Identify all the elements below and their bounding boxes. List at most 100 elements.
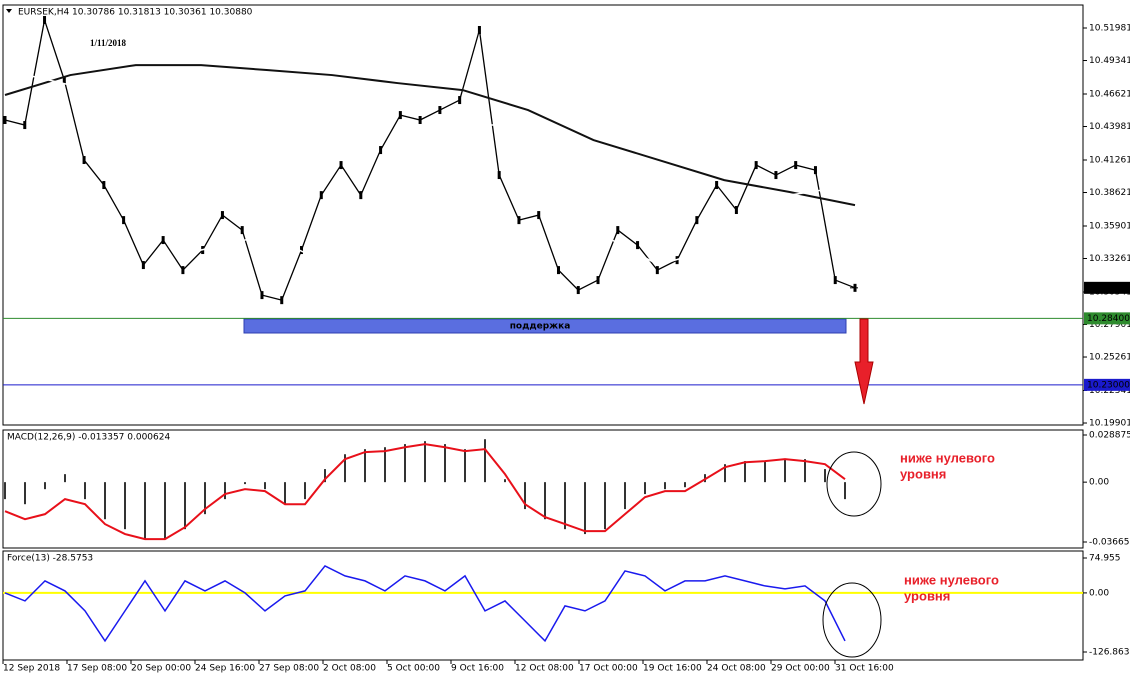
y-tick-label: 10.38621 [1089,188,1130,198]
histogram-bar [384,447,386,483]
price-bar [3,116,7,125]
panel-title: Force(13) -28.5753 [7,554,93,564]
price-bar [774,171,778,180]
price-bar [300,246,304,255]
histogram-bar [824,469,826,483]
indicator-line [4,443,846,541]
indicator-line [4,64,856,207]
price-bar [695,216,699,225]
histogram-bar [244,482,246,485]
x-tick-label: 27 Sep 08:00 [259,664,319,674]
indicator-line [4,69,856,266]
histogram-bar [844,482,846,500]
histogram-bar [784,459,786,483]
price-bar [438,106,442,115]
histogram-bar [284,482,286,505]
price-bar [556,266,560,275]
y-tick-label: 10.22541 [1089,386,1130,396]
panel-title: MACD(12,26,9) -0.013357 0.000624 [7,433,170,443]
price-bar [359,191,363,200]
annotation: ниже нулевого [904,572,999,587]
x-tick-label: 31 Oct 16:00 [835,664,894,674]
panel-frame [2,4,1084,426]
histogram-bar [204,482,206,515]
x-tick-label: 20 Sep 00:00 [131,664,191,674]
histogram-bar [444,444,446,483]
panel-frame [2,550,1084,661]
price-bar [141,261,145,270]
x-tick-label: 9 Oct 16:00 [451,664,504,674]
x-tick-label: 24 Sep 16:00 [195,664,255,674]
y-tick-label: 10.51981 [1089,24,1130,34]
histogram-bar [644,482,646,495]
histogram-bar [64,474,66,483]
y-tick-label: 10.27901 [1089,320,1130,330]
histogram-bar [304,482,306,500]
price-bar [122,216,126,225]
y-tick-label: 10.43981 [1089,122,1130,132]
histogram-bar [564,482,566,530]
histogram-bar [4,482,6,500]
support-label: поддержка [510,322,571,332]
y-tick-label: -126.8635 [1089,647,1130,657]
histogram-bar [624,482,626,510]
price-bar [161,236,165,245]
histogram-bar [24,482,26,505]
indicator-line [4,564,846,643]
price-bar [260,291,264,300]
histogram-bar [504,479,506,483]
x-tick-label: 12 Sep 2018 [3,664,60,674]
price-box-label: 10.28400 [1087,314,1130,324]
price-bar [82,156,86,165]
y-tick-label: 10.19901 [1089,419,1130,429]
price-bar [497,171,501,180]
title-marker [6,9,12,13]
price-box [1084,281,1130,294]
histogram-bar [764,461,766,483]
y-tick-label: 10.49341 [1089,56,1130,66]
histogram-bar [604,482,606,530]
x-tick-label: 17 Sep 08:00 [67,664,127,674]
price-bar [794,161,798,170]
price-bar [477,25,481,34]
y-tick-label: 10.46621 [1089,90,1130,100]
histogram-bar [164,482,166,540]
y-tick-label: -0.036655 [1089,537,1130,547]
histogram-bar [484,439,486,483]
histogram-bar [464,449,466,483]
histogram-bar [344,454,346,483]
histogram-bar [664,482,666,490]
down-arrow [854,318,874,405]
price-bar [616,226,620,235]
price-box [1084,378,1130,391]
y-tick-label: 10.33261 [1089,254,1130,264]
price-bar [102,181,106,190]
price-bar [398,111,402,120]
histogram-bar [744,461,746,483]
histogram-bar [184,482,186,530]
x-tick-label: 17 Oct 00:00 [579,664,638,674]
x-tick-label: 12 Oct 08:00 [515,664,574,674]
y-tick-label: 10.25261 [1089,353,1130,363]
histogram-bar [404,444,406,483]
histogram-bar [104,482,106,520]
histogram-bar [264,482,266,490]
histogram-bar [684,482,686,488]
y-tick-label: 10.41261 [1089,156,1130,166]
price-box-label: 10.30880 [1087,283,1130,293]
panel-frame [2,429,1084,549]
price-bar [240,226,244,235]
price-bar [636,241,640,250]
histogram-bar [724,464,726,483]
histogram-bar [124,482,126,530]
histogram-bar [44,482,46,490]
price-bar [458,96,462,105]
price-bar [754,161,758,170]
x-tick-label: 5 Oct 00:00 [387,664,440,674]
y-tick-label: 0.00 [1089,478,1109,488]
highlight-circle [826,451,882,517]
x-tick-label: 24 Oct 08:00 [707,664,766,674]
histogram-bar [524,482,526,510]
y-tick-label: 0.00 [1089,588,1109,598]
